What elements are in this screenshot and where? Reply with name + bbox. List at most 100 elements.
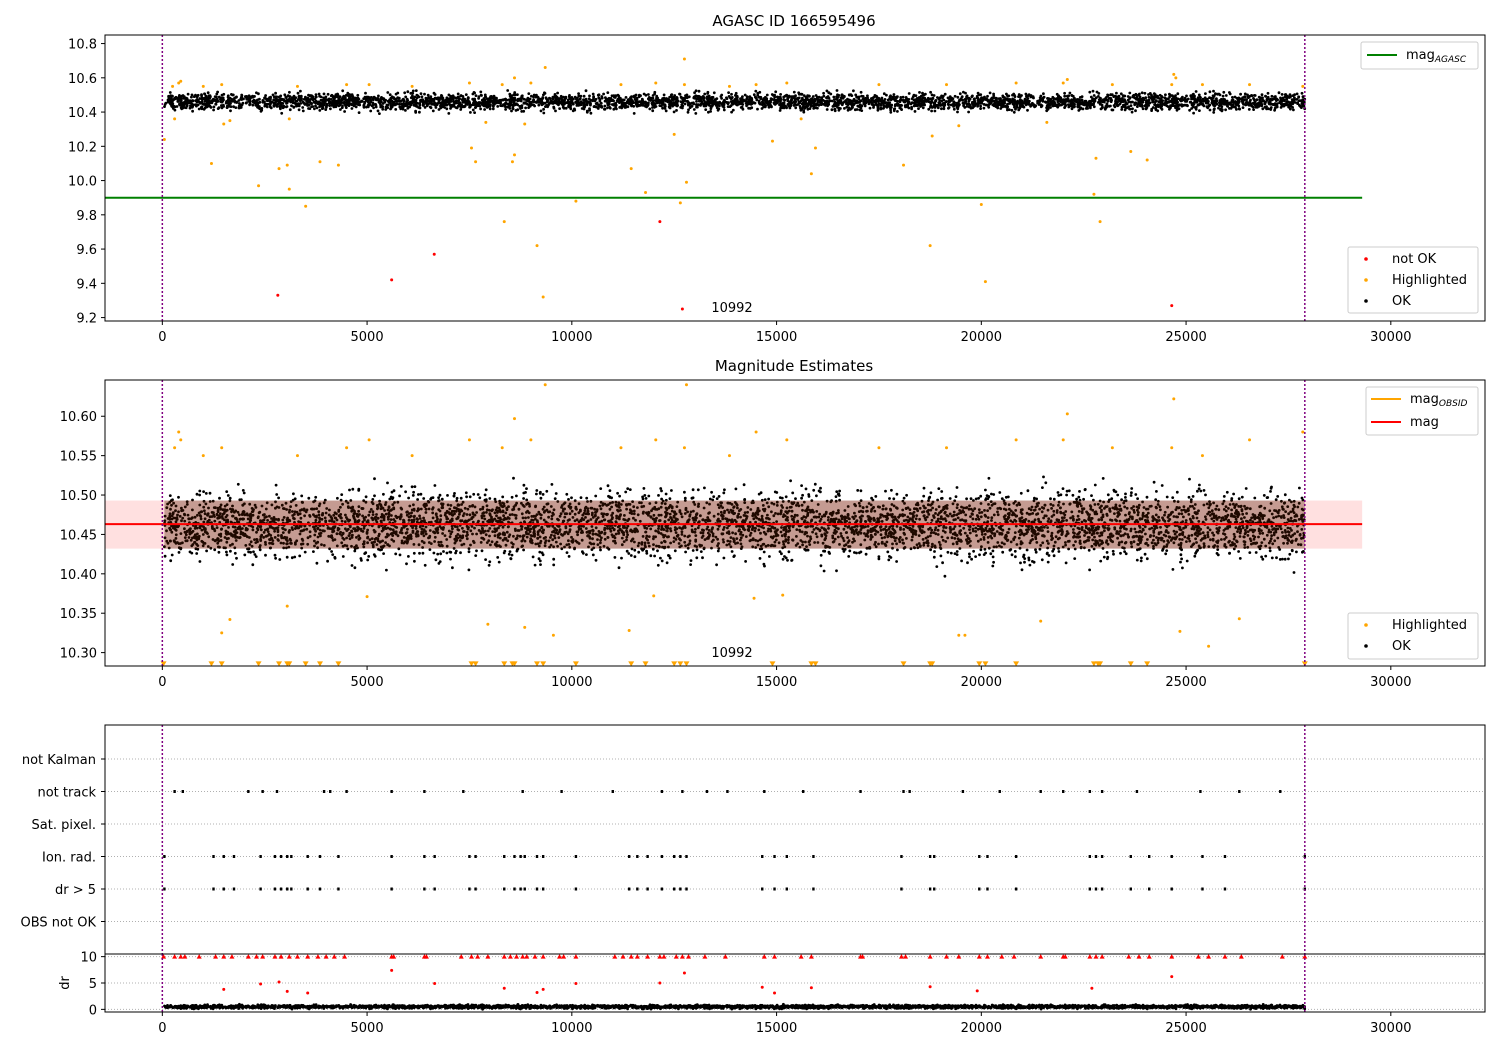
ok-point xyxy=(678,92,681,96)
ok-point xyxy=(948,95,952,99)
ok-point xyxy=(261,99,265,102)
ok-point xyxy=(715,497,719,500)
ok-point xyxy=(1300,91,1304,95)
ok-point xyxy=(610,94,614,98)
ok-point xyxy=(755,96,758,100)
ok-point xyxy=(418,106,422,110)
ok-point xyxy=(883,98,887,101)
ok-point xyxy=(930,109,933,113)
ok-point xyxy=(552,105,556,109)
ok-point xyxy=(726,102,730,106)
ok-point xyxy=(372,106,375,110)
ok-point xyxy=(840,94,844,97)
ok-point xyxy=(183,106,187,109)
ok-point xyxy=(611,98,615,102)
ok-point xyxy=(888,497,891,500)
ok-point xyxy=(867,98,871,102)
ok-point xyxy=(730,92,733,96)
ok-point xyxy=(194,103,198,106)
ok-point xyxy=(733,98,737,102)
ok-point xyxy=(317,92,321,96)
ok-point xyxy=(1171,496,1175,499)
ok-point xyxy=(1280,104,1284,108)
ok-point xyxy=(794,97,797,101)
ok-point xyxy=(745,100,749,104)
ok-point xyxy=(1119,551,1122,555)
ok-point xyxy=(1214,92,1217,96)
ok-point xyxy=(414,103,418,107)
ok-point xyxy=(527,92,531,95)
ok-point xyxy=(366,103,370,107)
ok-point xyxy=(258,97,261,101)
ok-point xyxy=(1138,92,1141,96)
ok-point xyxy=(1092,94,1096,97)
ok-point xyxy=(892,109,896,113)
ok-point xyxy=(539,109,543,113)
ok-point xyxy=(738,100,742,104)
ok-point xyxy=(592,95,595,98)
ok-point xyxy=(1167,97,1170,101)
ok-point xyxy=(414,89,418,92)
ok-point xyxy=(1128,107,1132,111)
ok-point xyxy=(411,91,415,95)
ok-point xyxy=(735,94,739,98)
ok-point xyxy=(640,99,643,103)
ok-point xyxy=(637,104,640,108)
ok-point xyxy=(827,91,831,95)
ok-point xyxy=(1273,95,1276,99)
highlighted-point xyxy=(770,139,774,143)
ok-point xyxy=(1063,91,1066,95)
ok-point xyxy=(401,107,405,111)
ok-point xyxy=(899,96,903,99)
highlighted-point xyxy=(983,280,987,284)
ok-point xyxy=(741,95,744,99)
ok-point xyxy=(288,90,291,94)
ok-point xyxy=(1119,100,1123,104)
ok-point xyxy=(787,95,791,99)
ok-point xyxy=(464,93,468,96)
ok-point xyxy=(1202,104,1206,108)
ok-point xyxy=(701,95,705,99)
ok-point xyxy=(282,99,286,102)
ok-point xyxy=(344,98,348,102)
ok-point xyxy=(879,106,883,110)
ok-point xyxy=(1143,104,1147,107)
highlighted-point xyxy=(928,244,932,248)
ok-point xyxy=(350,93,354,97)
ok-point xyxy=(338,95,341,98)
ok-point xyxy=(1040,98,1044,102)
ok-point xyxy=(488,99,492,102)
ok-point xyxy=(845,105,849,109)
ok-point xyxy=(363,100,367,104)
ok-point xyxy=(263,102,267,106)
ok-point xyxy=(618,101,621,104)
ok-point xyxy=(904,105,907,109)
ok-point xyxy=(163,105,166,108)
ok-point xyxy=(1204,101,1208,105)
legend-points: not OK Highlighted OK xyxy=(1347,246,1479,314)
ok-point xyxy=(1132,93,1136,97)
ok-point xyxy=(1252,108,1255,111)
highlighted-point xyxy=(543,66,547,70)
ok-point xyxy=(541,96,545,99)
highlighted-point xyxy=(1045,120,1049,124)
highlighted-point xyxy=(619,83,623,87)
ok-point xyxy=(1005,97,1009,100)
ok-point xyxy=(1058,103,1061,107)
highlighted-point xyxy=(367,83,371,87)
ok-point xyxy=(694,89,698,93)
ok-point xyxy=(238,102,241,105)
ok-point xyxy=(886,101,890,105)
ok-point xyxy=(621,98,624,102)
ok-point xyxy=(811,95,815,98)
ok-point xyxy=(245,101,248,105)
ok-point xyxy=(506,89,510,92)
highlighted-point xyxy=(287,187,291,191)
ok-point xyxy=(633,94,636,98)
ok-point xyxy=(562,95,565,99)
ok-point xyxy=(428,105,432,109)
ok-point xyxy=(1017,108,1021,112)
ok-point xyxy=(513,91,517,94)
ok-point xyxy=(1208,103,1212,107)
ok-point xyxy=(1065,493,1068,497)
